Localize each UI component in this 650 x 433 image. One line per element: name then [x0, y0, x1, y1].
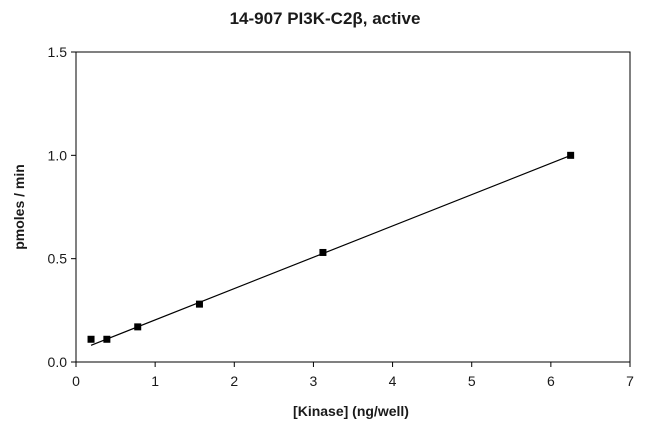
x-tick-label: 0: [72, 373, 80, 389]
plot-area: [75, 51, 631, 363]
x-tick-label: 2: [230, 373, 238, 389]
data-point: [319, 248, 327, 256]
y-tick-label: 0.0: [48, 354, 68, 370]
x-tick-label: 7: [626, 373, 634, 389]
data-point: [195, 300, 203, 308]
x-tick-label: 5: [468, 373, 476, 389]
data-point: [567, 151, 575, 159]
y-tick-label: 1.5: [48, 44, 68, 60]
y-axis: 0.0 0.5 1.0 1.5: [48, 44, 76, 370]
y-axis-label: pmoles / min: [11, 164, 27, 250]
x-axis: 0 1 2 3 4 5 6 7: [72, 362, 634, 389]
data-point: [103, 335, 111, 343]
x-tick-label: 3: [310, 373, 318, 389]
trendline: [90, 154, 571, 346]
data-point: [87, 335, 95, 343]
data-point: [134, 323, 142, 331]
data-points: [87, 151, 575, 343]
trendline-layer: [90, 154, 571, 346]
x-tick-label: 1: [151, 373, 159, 389]
x-axis-label: [Kinase] (ng/well): [293, 403, 409, 419]
y-tick-label: 0.5: [48, 251, 68, 267]
y-tick-label: 1.0: [48, 147, 68, 163]
x-tick-label: 6: [547, 373, 555, 389]
chart-title: 14-907 PI3K-C2β, active: [230, 9, 421, 28]
x-tick-label: 4: [389, 373, 397, 389]
